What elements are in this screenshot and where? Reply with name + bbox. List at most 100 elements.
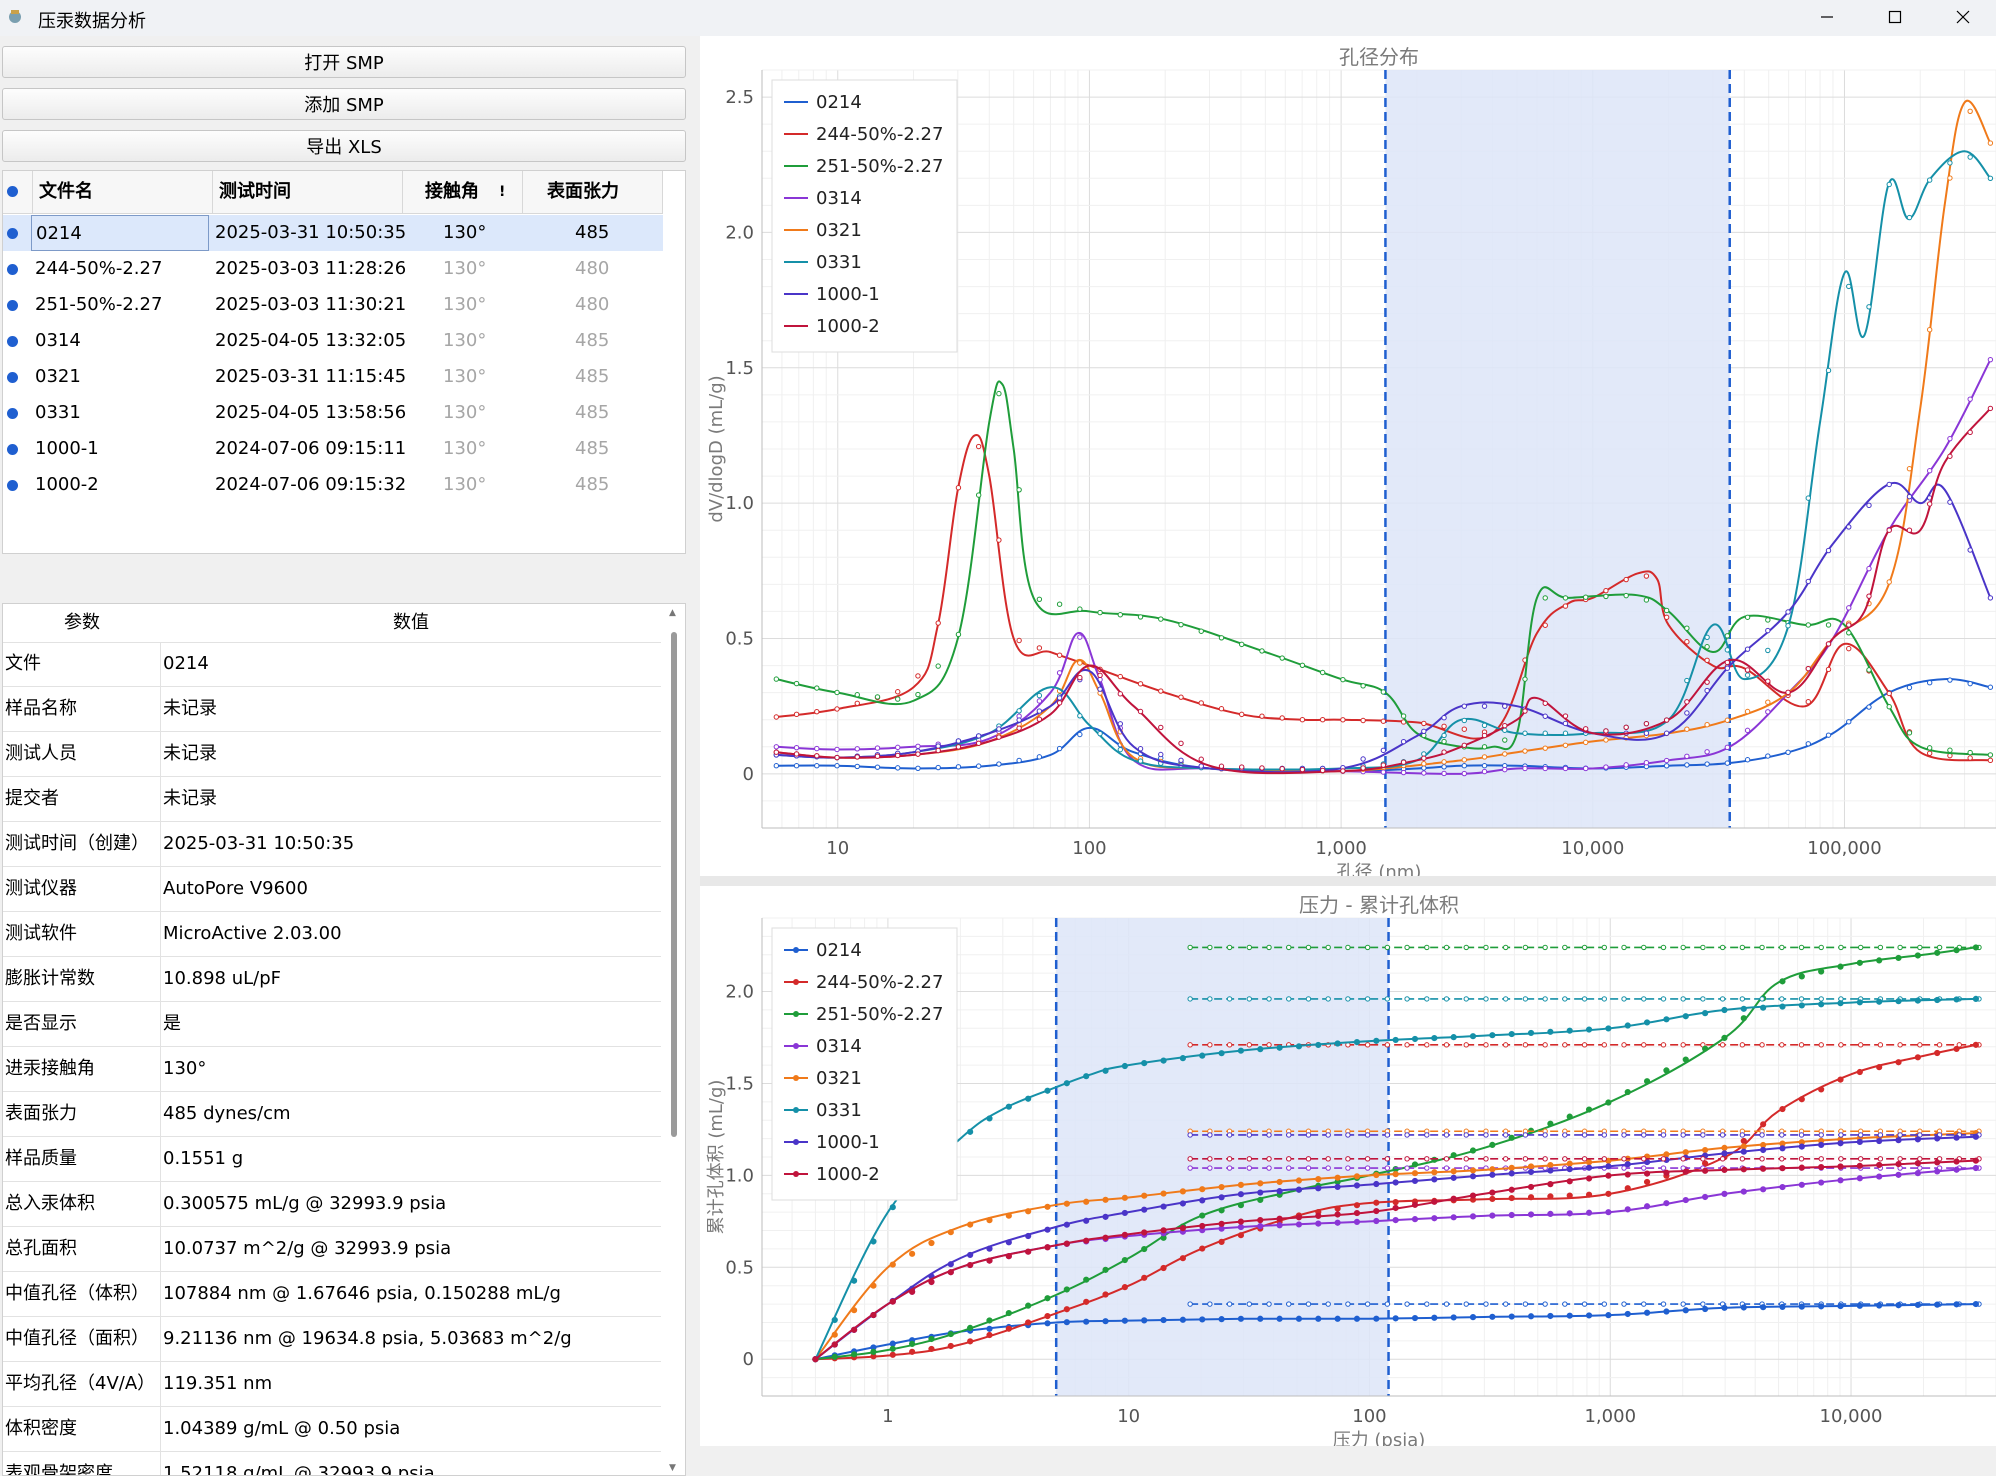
visibility-dot-icon[interactable] — [7, 372, 18, 383]
data-point — [1102, 1266, 1109, 1273]
contact-angle-cell[interactable]: 130° — [443, 402, 487, 423]
surface-tension-cell[interactable]: 485 — [575, 438, 610, 459]
extrusion-point — [1246, 944, 1253, 951]
legend-label[interactable]: 1000-1 — [816, 1132, 880, 1153]
visibility-dot-icon[interactable] — [7, 480, 18, 491]
extrusion-point — [1266, 1042, 1272, 1048]
legend-label[interactable]: 251-50%-2.27 — [816, 1004, 943, 1025]
legend-label[interactable]: 251-50%-2.27 — [816, 156, 943, 177]
visibility-dot-icon[interactable] — [7, 408, 18, 419]
contact-angle-cell[interactable]: 130° — [443, 330, 487, 351]
file-row[interactable]: 244-50%-2.27 2025-03-03 11:28:26 130° 480 — [3, 251, 663, 287]
extrusion-point — [1660, 1132, 1667, 1138]
surface-tension-cell[interactable]: 480 — [575, 258, 610, 279]
surface-tension-cell[interactable]: 485 — [575, 474, 610, 495]
contact-angle-cell[interactable]: 130° — [443, 222, 487, 243]
contact-angle-cell[interactable]: 130° — [443, 474, 487, 495]
data-point — [1315, 1041, 1322, 1049]
contact-angle-cell[interactable]: 130° — [443, 258, 487, 279]
surface-tension-cell[interactable]: 485 — [575, 222, 610, 243]
file-row[interactable]: 0321 2025-03-31 11:15:45 130° 485 — [3, 359, 663, 395]
surface-tension-cell[interactable]: 480 — [575, 294, 610, 315]
visibility-dot-icon[interactable] — [7, 336, 18, 347]
series-line[interactable] — [776, 380, 1991, 756]
data-point — [1547, 1181, 1554, 1188]
visibility-dot-icon[interactable] — [7, 300, 18, 311]
data-point — [1392, 1171, 1399, 1178]
series-251-50%-2.27[interactable] — [773, 380, 1994, 758]
params-scrollbar[interactable] — [671, 632, 677, 1137]
col-filename[interactable]: 文件名 — [33, 171, 213, 213]
series-line[interactable] — [776, 678, 1991, 773]
legend-label[interactable]: 1000-2 — [816, 1164, 880, 1185]
surface-tension-cell[interactable]: 485 — [575, 366, 610, 387]
visibility-dot-icon[interactable] — [7, 264, 18, 275]
surface-tension-cell[interactable]: 485 — [575, 330, 610, 351]
scroll-up-icon[interactable]: ▲ — [669, 608, 676, 618]
open-smp-button[interactable]: 打开 SMP — [2, 46, 686, 78]
file-row[interactable]: 0331 2025-04-05 13:58:56 130° 485 — [3, 395, 663, 431]
minimize-button[interactable] — [1796, 0, 1858, 34]
col-surface-tension[interactable]: 表面张力 — [523, 171, 663, 213]
maximize-button[interactable] — [1864, 0, 1926, 34]
file-row[interactable]: 0214 2025-03-31 10:50:35 130° 485 — [3, 215, 663, 251]
contact-angle-cell[interactable]: 130° — [443, 294, 487, 315]
pore-distribution-plot[interactable]: 10 100 1,000 10,000 100,000 0 0.5 1.0 1.5 2.0 2.5 孔… — [700, 36, 1996, 876]
chart-svg-1[interactable]: 1 10 100 1,000 10,000 0 0.5 1.0 1.5 2.0 压力 - 累计孔体积… — [700, 886, 1996, 1446]
extrusion-point — [1226, 944, 1233, 951]
legend-label[interactable]: 0214 — [816, 92, 862, 113]
scroll-down-icon[interactable]: ▼ — [669, 1463, 676, 1473]
selection-band[interactable] — [1056, 918, 1389, 1396]
file-row[interactable]: 251-50%-2.27 2025-03-03 11:30:21 130° 480 — [3, 287, 663, 323]
cumulative-volume-plot[interactable]: 1 10 100 1,000 10,000 0 0.5 1.0 1.5 2.0 压力 - 累计孔体积… — [700, 886, 1996, 1446]
series-line[interactable] — [776, 99, 1992, 773]
edit-flag-icon[interactable]: ! — [499, 184, 506, 200]
col-contact-angle[interactable]: 接触角! — [403, 171, 523, 213]
col-test-time[interactable]: 测试时间 — [213, 171, 403, 213]
legend-label[interactable]: 0321 — [816, 220, 862, 241]
legend-label[interactable]: 1000-2 — [816, 316, 880, 337]
series-line[interactable] — [814, 1132, 1976, 1360]
chart-svg-0[interactable]: 10 100 1,000 10,000 100,000 0 0.5 1.0 1.5 2.0 2.5 孔… — [700, 36, 1996, 876]
legend[interactable]: 0214 244-50%-2.27 251-50%-2.27 0314 0321 0331… — [771, 927, 958, 1201]
legend-label[interactable]: 0331 — [816, 1100, 862, 1121]
legend-label[interactable]: 0331 — [816, 252, 862, 273]
extrusion-point — [1581, 944, 1588, 951]
legend-label[interactable]: 0314 — [816, 188, 862, 209]
legend-label[interactable]: 0214 — [816, 940, 862, 961]
series-1000-2[interactable] — [773, 405, 1994, 775]
export-xls-button[interactable]: 导出 XLS — [2, 130, 686, 162]
legend-label[interactable]: 0321 — [816, 1068, 862, 1089]
series-1000-2[interactable] — [812, 1156, 1982, 1363]
file-row[interactable]: 0314 2025-04-05 13:32:05 130° 485 — [3, 323, 663, 359]
file-row[interactable]: 1000-1 2024-07-06 09:15:11 130° 485 — [3, 431, 663, 467]
series-line[interactable] — [776, 407, 1992, 775]
series-0331[interactable] — [812, 995, 1982, 1363]
series-line[interactable] — [776, 481, 1992, 774]
visibility-dot-icon[interactable] — [7, 444, 18, 455]
legend-label[interactable]: 244-50%-2.27 — [816, 124, 943, 145]
file-row[interactable]: 1000-2 2024-07-06 09:15:32 130° 485 — [3, 467, 663, 503]
extrusion-point — [1838, 1156, 1844, 1162]
legend-label[interactable]: 244-50%-2.27 — [816, 972, 943, 993]
legend-label[interactable]: 1000-1 — [816, 284, 880, 305]
data-point — [1102, 1291, 1109, 1298]
visibility-dot-icon[interactable] — [7, 228, 18, 239]
data-point — [1392, 1204, 1399, 1212]
legend-label[interactable]: 0314 — [816, 1036, 862, 1057]
close-button[interactable] — [1932, 0, 1994, 34]
data-point — [1257, 1180, 1264, 1187]
contact-angle-cell[interactable]: 130° — [443, 438, 487, 459]
selection-band[interactable] — [1385, 70, 1730, 828]
data-point — [1400, 769, 1407, 776]
legend[interactable]: 0214 244-50%-2.27 251-50%-2.27 0314 0321 0331… — [771, 79, 958, 353]
series-line[interactable] — [814, 1135, 1976, 1361]
left-pane: 打开 SMP 添加 SMP 导出 XLS 文件名 测试时间 接触角! 表面张力 … — [0, 36, 696, 1476]
data-point — [1702, 1160, 1709, 1167]
series-1000-1[interactable] — [812, 1132, 1982, 1363]
series-line[interactable] — [776, 150, 1992, 771]
plot-splitter[interactable] — [700, 876, 1996, 886]
add-smp-button[interactable]: 添加 SMP — [2, 88, 686, 120]
surface-tension-cell[interactable]: 485 — [575, 402, 610, 423]
contact-angle-cell[interactable]: 130° — [443, 366, 487, 387]
